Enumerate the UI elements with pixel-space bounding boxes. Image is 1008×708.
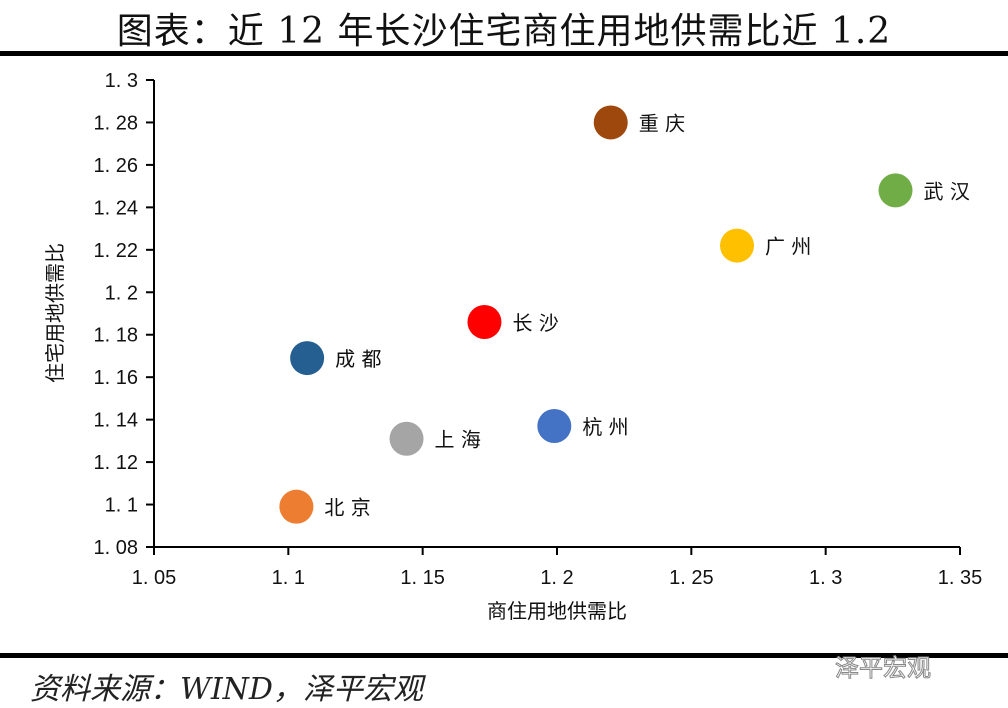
y-axis-title: 住宅用地供需比 <box>43 243 67 383</box>
data-point <box>878 173 913 208</box>
y-tick-label: 1. 08 <box>94 537 138 559</box>
y-tick-label: 1. 2 <box>105 282 138 304</box>
footer-divider <box>0 653 1008 658</box>
x-tick-label: 1. 35 <box>938 567 982 589</box>
wechat-icon <box>822 648 836 649</box>
x-axis-title: 商住用地供需比 <box>487 599 627 623</box>
x-tick-label: 1. 15 <box>400 567 444 589</box>
data-point-label: 武 汉 <box>924 179 970 203</box>
data-point-label: 广 州 <box>765 235 811 259</box>
x-tick-label: 1. 2 <box>540 567 573 589</box>
y-tick-label: 1. 28 <box>94 112 138 134</box>
y-tick-label: 1. 18 <box>94 325 138 347</box>
y-tick-label: 1. 12 <box>94 452 138 474</box>
data-point-label: 上 海 <box>435 428 481 452</box>
title-divider <box>0 51 1008 56</box>
data-point <box>389 421 424 456</box>
data-points: 重 庆武 汉广 州长 沙成 都杭 州上 海北 京 <box>279 105 970 524</box>
y-tick-label: 1. 14 <box>94 410 138 432</box>
y-tick-label: 1. 22 <box>94 240 138 262</box>
data-point-label: 成 都 <box>335 347 381 371</box>
x-tick-label: 1. 1 <box>272 567 305 589</box>
y-tick-label: 1. 24 <box>94 197 138 219</box>
y-tick-label: 1. 26 <box>94 155 138 177</box>
source-note: 资料来源：WIND，泽平宏观 <box>30 672 423 707</box>
data-point <box>290 341 325 376</box>
axes: 1. 08 1. 1 1. 12 1. 14 1. 16 1. 18 1. 2 1. 22 1.… <box>94 70 983 589</box>
x-tick-label: 1. 25 <box>669 567 713 589</box>
chart-title: 图表：近 12 年长沙住宅商住用地供需比近 1.2 <box>116 11 892 52</box>
y-tick-label: 1. 3 <box>105 70 138 92</box>
data-point-label: 重 庆 <box>639 111 685 135</box>
data-point <box>720 228 755 263</box>
data-point <box>593 105 628 140</box>
y-tick-label: 1. 16 <box>94 367 138 389</box>
x-tick-label: 1. 3 <box>809 567 842 589</box>
data-point-label: 杭 州 <box>582 415 628 439</box>
data-point-label: 长 沙 <box>512 311 558 335</box>
data-point <box>537 409 572 444</box>
watermark: 泽平宏观 <box>835 654 932 683</box>
data-point <box>279 489 314 524</box>
y-tick-label: 1. 1 <box>105 495 138 517</box>
data-point <box>467 304 502 339</box>
data-point-label: 北 京 <box>324 496 370 520</box>
x-tick-label: 1. 05 <box>132 567 176 589</box>
